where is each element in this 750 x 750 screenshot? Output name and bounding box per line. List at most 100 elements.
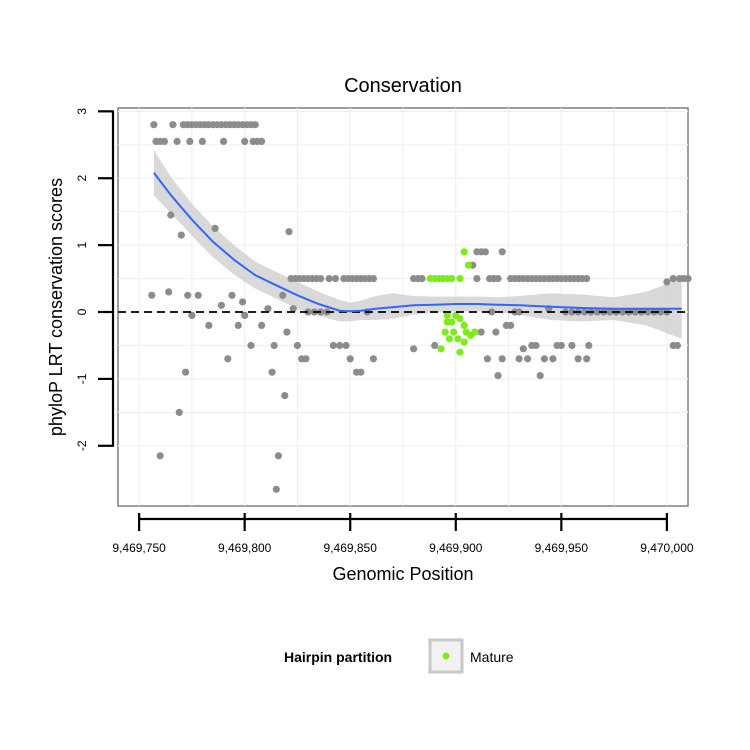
x-tick-label: 9,469,850 xyxy=(324,541,378,555)
data-point-other xyxy=(684,275,692,283)
data-point-other xyxy=(568,341,576,350)
data-point-other xyxy=(175,408,183,416)
data-point-other xyxy=(205,321,213,329)
data-points xyxy=(148,121,692,493)
data-point-other xyxy=(188,311,196,319)
confidence-band-area xyxy=(153,150,682,339)
data-point-other xyxy=(606,308,614,316)
data-point-other xyxy=(165,288,173,296)
data-point-other xyxy=(488,308,496,316)
data-point-other xyxy=(673,341,682,350)
data-point-other xyxy=(494,372,502,380)
data-point-other xyxy=(289,305,297,313)
data-point-other xyxy=(184,291,192,299)
data-point-other xyxy=(173,137,181,145)
data-point-other xyxy=(217,301,225,309)
data-point-mature xyxy=(448,275,456,283)
data-point-other xyxy=(619,308,627,316)
data-point-mature xyxy=(443,318,451,326)
data-point-other xyxy=(583,275,591,283)
x-axis-title: Genomic Position xyxy=(332,564,473,584)
data-point-other xyxy=(228,291,236,299)
data-point-other xyxy=(169,121,177,129)
data-point-other xyxy=(477,328,485,336)
data-point-other xyxy=(156,452,164,460)
data-point-other xyxy=(540,355,549,363)
data-point-other xyxy=(302,355,310,363)
data-point-other xyxy=(177,231,185,239)
x-tick-label: 9,470,000 xyxy=(640,541,694,555)
data-point-other xyxy=(241,137,249,145)
data-point-mature xyxy=(443,311,451,319)
data-point-mature xyxy=(454,335,462,343)
data-point-other xyxy=(270,341,278,350)
data-point-other xyxy=(593,308,601,316)
data-point-other xyxy=(293,341,301,350)
data-point-other xyxy=(494,275,502,283)
chart-title: Conservation xyxy=(344,75,462,97)
y-axis: -2 -1 0 1 2 3 xyxy=(75,108,115,451)
data-point-other xyxy=(329,341,337,350)
legend-key-point xyxy=(442,652,450,660)
data-point-mature xyxy=(460,248,468,256)
data-point-other xyxy=(182,368,190,376)
data-point-other xyxy=(239,298,247,306)
data-point-other xyxy=(247,341,255,350)
y-tick-label: 1 xyxy=(75,241,89,248)
data-point-other xyxy=(568,308,576,316)
data-point-other xyxy=(258,137,266,145)
data-point-other xyxy=(369,275,377,283)
data-point-other xyxy=(258,321,266,329)
data-point-other xyxy=(274,452,282,460)
data-point-other xyxy=(574,355,582,363)
data-point-other xyxy=(532,341,540,350)
legend: Hairpin partition Mature xyxy=(284,638,514,674)
data-point-other xyxy=(581,308,589,316)
data-point-other xyxy=(524,355,532,363)
x-tick-label: 9,469,950 xyxy=(535,541,589,555)
data-point-other xyxy=(186,137,194,145)
data-point-other xyxy=(585,341,593,350)
data-point-other xyxy=(583,355,591,363)
data-point-other xyxy=(669,275,677,283)
data-point-other xyxy=(498,355,506,363)
y-tick-label: -2 xyxy=(75,440,89,451)
data-point-other xyxy=(473,275,481,283)
data-point-other xyxy=(519,345,527,353)
data-point-other xyxy=(507,321,515,329)
confidence-band xyxy=(153,150,682,339)
data-point-mature xyxy=(441,328,449,336)
y-tick-label: 2 xyxy=(75,175,89,182)
data-point-other xyxy=(283,328,291,336)
data-point-mature xyxy=(460,321,468,329)
legend-entry-mature: Mature xyxy=(470,649,514,665)
data-point-other xyxy=(369,355,377,363)
data-point-other xyxy=(346,355,354,363)
data-point-other xyxy=(198,137,206,145)
data-point-other xyxy=(150,121,158,129)
x-tick-label: 9,469,750 xyxy=(112,541,166,555)
data-point-other xyxy=(481,248,489,256)
data-point-other xyxy=(251,121,259,129)
data-point-mature xyxy=(445,335,453,343)
data-point-mature xyxy=(460,338,468,346)
data-point-other xyxy=(549,355,557,363)
y-tick-label: 3 xyxy=(75,108,89,115)
data-point-other xyxy=(342,341,350,350)
data-point-other xyxy=(644,308,652,316)
data-point-other xyxy=(336,341,344,350)
data-point-other xyxy=(264,305,272,313)
data-point-other xyxy=(272,485,280,493)
data-point-other xyxy=(357,368,365,376)
x-axis: 9,469,750 9,469,800 9,469,850 9,469,900 9,46… xyxy=(112,513,694,555)
data-point-mature xyxy=(471,328,479,336)
data-point-other xyxy=(220,137,228,145)
data-point-other xyxy=(194,291,202,299)
data-point-other xyxy=(418,275,426,283)
data-point-other xyxy=(431,341,439,350)
data-point-other xyxy=(317,275,325,283)
data-point-other xyxy=(557,341,565,350)
legend-title: Hairpin partition xyxy=(284,649,392,665)
data-point-other xyxy=(492,328,500,336)
